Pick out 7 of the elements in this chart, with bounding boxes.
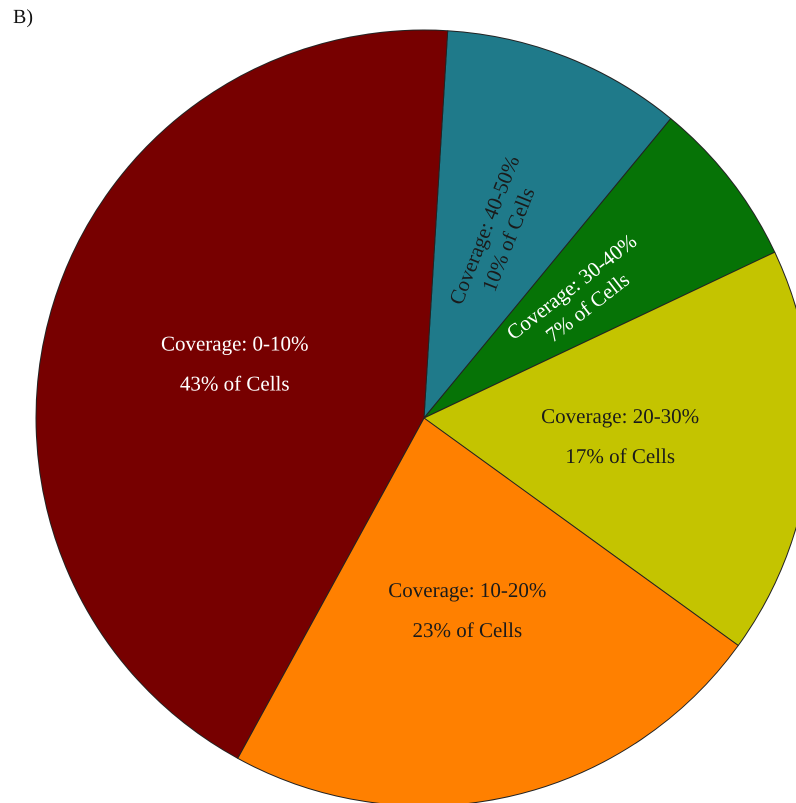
slice-label: Coverage: 10-20% bbox=[388, 578, 546, 602]
slice-label: Coverage: 20-30% bbox=[541, 404, 700, 428]
chart-title: B) bbox=[13, 6, 33, 28]
data-label: 43% of Cells bbox=[180, 371, 290, 396]
slice-label: Coverage: 0-10% bbox=[160, 331, 308, 356]
data-label: 23% of Cells bbox=[412, 618, 522, 642]
data-label: 17% of Cells bbox=[565, 444, 675, 468]
